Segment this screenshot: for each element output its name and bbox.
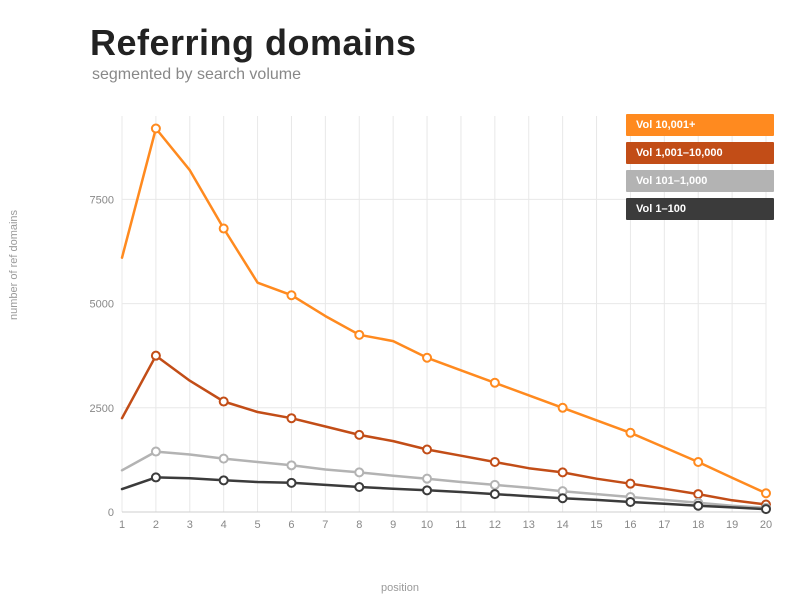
series-marker-vol-10001-plus bbox=[762, 489, 770, 497]
x-tick-label: 10 bbox=[421, 519, 433, 531]
series-marker-vol-101-1000 bbox=[287, 461, 295, 469]
x-tick-label: 5 bbox=[255, 519, 261, 531]
y-tick-label: 0 bbox=[108, 507, 114, 519]
x-tick-label: 17 bbox=[658, 519, 670, 531]
series-marker-vol-1001-10000 bbox=[491, 458, 499, 466]
series-marker-vol-1001-10000 bbox=[355, 431, 363, 439]
series-marker-vol-1001-10000 bbox=[559, 468, 567, 476]
series-marker-vol-1001-10000 bbox=[220, 398, 228, 406]
x-tick-label: 3 bbox=[187, 519, 193, 531]
series-marker-vol-10001-plus bbox=[287, 291, 295, 299]
series-marker-vol-1-100 bbox=[491, 490, 499, 498]
series-marker-vol-101-1000 bbox=[220, 455, 228, 463]
y-tick-label: 7500 bbox=[90, 194, 114, 206]
series-marker-vol-1-100 bbox=[220, 476, 228, 484]
chart-subtitle: segmented by search volume bbox=[92, 66, 301, 84]
legend-item-vol-101-1000[interactable]: Vol 101–1,000 bbox=[626, 170, 774, 192]
series-marker-vol-1-100 bbox=[694, 502, 702, 510]
series-line-vol-1001-10000 bbox=[122, 356, 766, 505]
series-marker-vol-1-100 bbox=[423, 486, 431, 494]
x-tick-label: 18 bbox=[692, 519, 704, 531]
series-marker-vol-1-100 bbox=[152, 473, 160, 481]
series-marker-vol-10001-plus bbox=[220, 225, 228, 233]
x-axis-label: position bbox=[0, 582, 800, 594]
series-marker-vol-1-100 bbox=[559, 494, 567, 502]
series-marker-vol-101-1000 bbox=[491, 481, 499, 489]
x-tick-label: 19 bbox=[726, 519, 738, 531]
legend: Vol 10,001+ Vol 1,001–10,000 Vol 101–1,000… bbox=[626, 114, 774, 226]
x-tick-label: 20 bbox=[760, 519, 772, 531]
series-marker-vol-10001-plus bbox=[491, 379, 499, 387]
x-tick-label: 14 bbox=[557, 519, 569, 531]
x-tick-label: 1 bbox=[119, 519, 125, 531]
series-marker-vol-10001-plus bbox=[626, 429, 634, 437]
series-marker-vol-1001-10000 bbox=[694, 490, 702, 498]
series-marker-vol-101-1000 bbox=[423, 475, 431, 483]
x-tick-label: 8 bbox=[356, 519, 362, 531]
series-marker-vol-1-100 bbox=[355, 483, 363, 491]
series-marker-vol-101-1000 bbox=[355, 468, 363, 476]
y-axis-label: number of ref domains bbox=[8, 210, 20, 320]
y-tick-label: 2500 bbox=[90, 403, 114, 415]
series-marker-vol-1-100 bbox=[287, 479, 295, 487]
x-tick-label: 4 bbox=[221, 519, 227, 531]
series-marker-vol-10001-plus bbox=[423, 354, 431, 362]
x-tick-label: 2 bbox=[153, 519, 159, 531]
chart-container: Referring domains segmented by search vo… bbox=[0, 0, 800, 614]
series-marker-vol-1-100 bbox=[762, 505, 770, 513]
series-marker-vol-10001-plus bbox=[694, 458, 702, 466]
series-marker-vol-1-100 bbox=[626, 498, 634, 506]
series-marker-vol-10001-plus bbox=[152, 125, 160, 133]
x-tick-label: 11 bbox=[455, 519, 466, 531]
x-tick-label: 16 bbox=[624, 519, 636, 531]
series-marker-vol-1001-10000 bbox=[152, 352, 160, 360]
series-marker-vol-10001-plus bbox=[559, 404, 567, 412]
legend-item-vol-10001-plus[interactable]: Vol 10,001+ bbox=[626, 114, 774, 136]
legend-item-vol-1-100[interactable]: Vol 1–100 bbox=[626, 198, 774, 220]
legend-item-vol-1001-10000[interactable]: Vol 1,001–10,000 bbox=[626, 142, 774, 164]
series-marker-vol-1001-10000 bbox=[423, 445, 431, 453]
series-marker-vol-1001-10000 bbox=[287, 414, 295, 422]
x-tick-label: 6 bbox=[288, 519, 294, 531]
series-marker-vol-1001-10000 bbox=[626, 480, 634, 488]
series-line-vol-1-100 bbox=[122, 477, 766, 509]
series-marker-vol-101-1000 bbox=[152, 448, 160, 456]
x-tick-label: 7 bbox=[322, 519, 328, 531]
x-tick-label: 9 bbox=[390, 519, 396, 531]
chart-title: Referring domains bbox=[90, 22, 417, 64]
x-tick-label: 13 bbox=[523, 519, 535, 531]
x-tick-label: 12 bbox=[489, 519, 501, 531]
x-tick-label: 15 bbox=[590, 519, 602, 531]
y-tick-label: 5000 bbox=[90, 299, 114, 311]
series-marker-vol-10001-plus bbox=[355, 331, 363, 339]
